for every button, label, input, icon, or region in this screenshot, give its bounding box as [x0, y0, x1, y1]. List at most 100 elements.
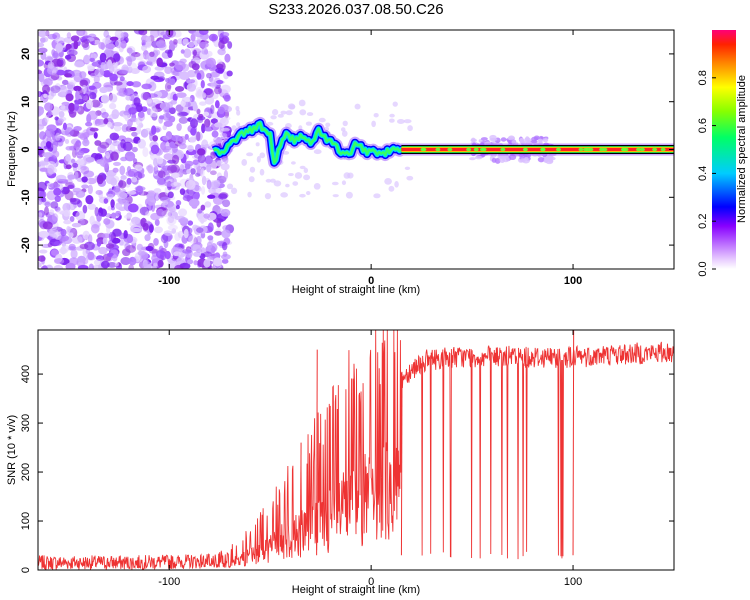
- noise-blob: [135, 117, 143, 126]
- noise-blob: [489, 134, 497, 141]
- noise-blob: [153, 262, 158, 267]
- noise-blob: [208, 251, 216, 260]
- noise-blob: [142, 222, 149, 231]
- noise-blob: [270, 115, 277, 120]
- noise-blob: [181, 96, 193, 103]
- noise-blob: [70, 249, 78, 259]
- noise-blob: [203, 259, 211, 268]
- noise-blob: [105, 243, 115, 249]
- noise-blob: [214, 122, 223, 128]
- noise-blob: [196, 235, 202, 245]
- noise-blob: [96, 159, 104, 165]
- noise-blob: [205, 57, 217, 68]
- noise-blob: [288, 172, 294, 177]
- noise-blob: [53, 240, 62, 246]
- noise-blob: [163, 230, 173, 236]
- noise-blob: [217, 48, 226, 56]
- noise-blob: [96, 240, 102, 247]
- noise-blob: [85, 195, 94, 205]
- noise-blob: [79, 71, 87, 79]
- noise-blob: [389, 118, 395, 123]
- noise-blob: [207, 194, 216, 199]
- carrier-blob: [588, 147, 594, 152]
- noise-blob: [74, 171, 79, 180]
- noise-blob: [294, 172, 303, 179]
- noise-blob: [65, 164, 72, 170]
- noise-blob: [146, 98, 152, 104]
- noise-blob: [113, 185, 121, 193]
- noise-blob: [89, 57, 96, 62]
- noise-blob: [178, 208, 188, 217]
- noise-blob: [113, 125, 122, 132]
- noise-blob: [196, 248, 203, 253]
- noise-blob: [53, 187, 62, 196]
- noise-blob: [392, 101, 398, 107]
- noise-blob: [87, 184, 93, 195]
- noise-blob: [199, 30, 209, 35]
- noise-blob: [41, 117, 48, 127]
- noise-blob: [65, 43, 72, 50]
- noise-blob: [38, 59, 45, 67]
- noise-blob: [83, 54, 91, 64]
- noise-blob: [174, 60, 186, 71]
- noise-blob: [132, 158, 138, 165]
- noise-blob: [106, 225, 111, 234]
- noise-blob: [128, 264, 135, 269]
- noise-blob: [325, 122, 331, 128]
- noise-blob: [177, 111, 188, 118]
- noise-blob: [164, 66, 173, 75]
- snr-xlabel: Height of straight line (km): [292, 584, 420, 596]
- noise-blob: [156, 57, 163, 67]
- noise-blob: [44, 128, 55, 138]
- noise-blob: [111, 109, 120, 120]
- noise-blob: [187, 144, 194, 152]
- noise-blob: [60, 228, 67, 237]
- noise-blob: [186, 169, 191, 175]
- noise-blob: [68, 80, 77, 85]
- noise-blob: [93, 132, 98, 139]
- noise-blob: [140, 91, 150, 101]
- noise-blob: [74, 71, 80, 78]
- noise-blob: [105, 43, 116, 50]
- noise-blob: [39, 249, 48, 254]
- noise-blob: [176, 257, 185, 264]
- noise-blob: [157, 259, 164, 268]
- noise-blob: [137, 250, 146, 256]
- noise-blob: [146, 93, 158, 98]
- noise-blob: [75, 90, 80, 101]
- carrier-blob: [639, 147, 645, 152]
- noise-blob: [110, 212, 117, 219]
- noise-blob: [273, 180, 282, 187]
- noise-blob: [406, 175, 414, 181]
- carrier-blob: [555, 147, 561, 152]
- carrier-blob: [473, 147, 479, 152]
- noise-blob: [373, 193, 381, 199]
- noise-blob: [88, 85, 96, 91]
- noise-blob: [126, 234, 134, 244]
- noise-blob: [159, 102, 171, 111]
- colorbar-label: Normalized spectral amplitude: [736, 75, 748, 223]
- noise-blob: [531, 136, 538, 142]
- noise-blob: [216, 79, 224, 85]
- noise-blob: [285, 183, 290, 188]
- noise-blob: [163, 120, 173, 127]
- noise-blob: [128, 256, 137, 266]
- noise-blob: [198, 113, 204, 119]
- noise-blob: [201, 123, 206, 134]
- noise-blob: [38, 230, 50, 238]
- noise-blob: [63, 178, 73, 185]
- noise-blob: [113, 81, 123, 86]
- noise-blob: [101, 233, 112, 239]
- carrier-core: [401, 147, 674, 152]
- noise-blob: [148, 81, 157, 92]
- noise-blob: [184, 133, 189, 140]
- noise-blob: [62, 202, 71, 212]
- snr-panel: -100 0 100 0 100 200 300 400 Height of straight…: [6, 329, 675, 596]
- noise-blob: [56, 69, 66, 76]
- noise-blob: [159, 196, 171, 202]
- noise-blob: [318, 117, 326, 123]
- noise-blob: [56, 209, 66, 214]
- noise-blob: [140, 128, 149, 138]
- noise-blob: [207, 235, 214, 241]
- noise-blob: [127, 203, 139, 213]
